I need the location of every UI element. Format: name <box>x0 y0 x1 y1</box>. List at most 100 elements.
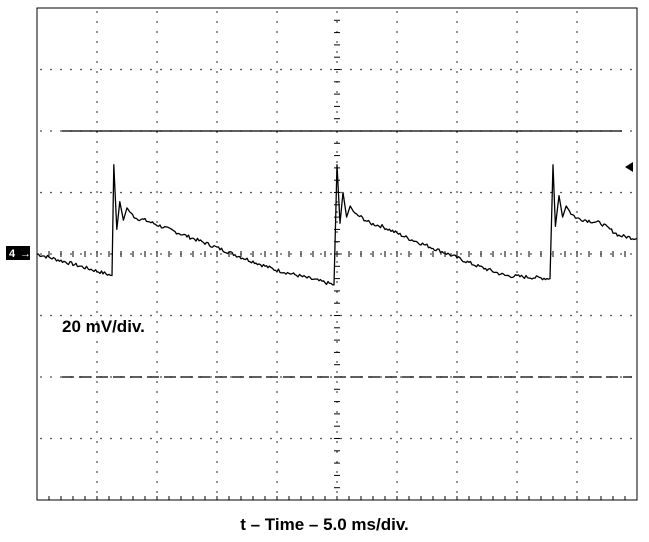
grid-dot-horizontal <box>630 437 632 440</box>
grid-dot-horizontal <box>600 68 602 71</box>
grid-dot-vertical <box>516 321 518 323</box>
grid-dot-vertical <box>576 291 578 293</box>
grid-dot-horizontal <box>40 376 42 378</box>
grid-dot-vertical <box>336 431 338 433</box>
grid-dot-horizontal <box>300 437 302 440</box>
grid-dot-horizontal <box>550 68 552 71</box>
grid-dot-horizontal <box>540 314 542 317</box>
grid-dot-vertical <box>276 261 278 263</box>
grid-dot-horizontal <box>100 314 102 317</box>
grid-dot-vertical <box>156 391 158 393</box>
grid-dot-vertical <box>516 451 518 453</box>
grid-dot-vertical <box>336 361 338 363</box>
grid-dot-horizontal <box>250 68 252 71</box>
grid-dot-vertical <box>336 371 338 373</box>
grid-dot-horizontal <box>350 68 352 71</box>
grid-dot-horizontal <box>40 253 42 255</box>
grid-dot-vertical <box>276 41 278 43</box>
grid-dot-vertical <box>516 151 518 153</box>
grid-dot-horizontal <box>370 437 372 440</box>
grid-dot-vertical <box>516 261 518 263</box>
grid-dot-vertical <box>456 151 458 153</box>
grid-dot-vertical <box>396 31 398 33</box>
grid-dot-horizontal <box>570 314 572 317</box>
grid-dot-vertical <box>456 461 458 463</box>
grid-dot-vertical <box>336 481 338 483</box>
grid-dot-vertical <box>96 411 98 413</box>
grid-dot-vertical <box>336 11 338 13</box>
grid-dot-horizontal <box>600 314 602 317</box>
grid-dot-horizontal <box>560 191 562 194</box>
grid-dot-horizontal <box>110 68 112 71</box>
grid-dot-vertical <box>516 221 518 223</box>
grid-dot-vertical <box>96 221 98 223</box>
grid-dot-vertical <box>396 61 398 63</box>
grid-dot-horizontal <box>90 68 92 71</box>
grid-dot-horizontal <box>170 191 172 194</box>
grid-dot-horizontal <box>440 253 442 255</box>
grid-dot-horizontal <box>160 437 162 440</box>
grid-dot-horizontal <box>220 437 222 440</box>
grid-dot-horizontal <box>390 437 392 440</box>
grid-dot-horizontal <box>70 191 72 194</box>
grid-dot-vertical <box>576 201 578 203</box>
grid-dot-horizontal <box>270 314 272 317</box>
grid-dot-vertical <box>156 351 158 353</box>
grid-dot-horizontal <box>460 253 462 255</box>
grid-dot-vertical <box>336 421 338 423</box>
grid-dot-vertical <box>276 151 278 153</box>
grid-dot-vertical <box>96 151 98 153</box>
grid-dot-horizontal <box>140 191 142 194</box>
grid-dot-vertical <box>96 231 98 233</box>
grid-dot-vertical <box>96 131 98 133</box>
grid-dot-vertical <box>276 341 278 343</box>
grid-dot-horizontal <box>220 253 222 255</box>
grid-dot-vertical <box>336 301 338 303</box>
grid-dot-vertical <box>576 211 578 213</box>
grid-dot-horizontal <box>110 376 112 378</box>
grid-dot-vertical <box>396 471 398 473</box>
grid-dot-horizontal <box>40 68 42 71</box>
grid-dot-horizontal <box>290 253 292 255</box>
grid-dot-horizontal <box>490 253 492 255</box>
grid-dot-vertical <box>216 481 218 483</box>
grid-dot-vertical <box>576 141 578 143</box>
grid-dot-horizontal <box>350 191 352 194</box>
grid-dot-horizontal <box>50 191 52 194</box>
grid-dot-vertical <box>156 491 158 493</box>
grid-dot-vertical <box>96 81 98 83</box>
grid-dot-horizontal <box>70 253 72 255</box>
grid-dot-horizontal <box>280 191 282 194</box>
grid-dot-horizontal <box>620 437 622 440</box>
grid-dot-horizontal <box>300 191 302 194</box>
grid-dot-horizontal <box>320 314 322 317</box>
grid-dot-horizontal <box>400 437 402 440</box>
grid-dot-vertical <box>336 461 338 463</box>
grid-dot-horizontal <box>460 314 462 317</box>
grid-dot-horizontal <box>430 437 432 440</box>
grid-dot-vertical <box>156 101 158 103</box>
grid-dot-vertical <box>516 211 518 213</box>
grid-dot-vertical <box>336 411 338 413</box>
grid-dot-vertical <box>96 261 98 263</box>
grid-dot-horizontal <box>200 437 202 440</box>
x-axis-label: t – Time – 5.0 ms/div. <box>240 515 409 534</box>
grid-dot-horizontal <box>270 253 272 255</box>
grid-dot-horizontal <box>110 314 112 317</box>
grid-dot-vertical <box>96 201 98 203</box>
grid-dot-horizontal <box>250 253 252 255</box>
grid-dot-vertical <box>396 191 398 193</box>
grid-dot-vertical <box>516 331 518 333</box>
grid-dot-vertical <box>276 111 278 113</box>
grid-dot-vertical <box>216 431 218 433</box>
grid-dot-vertical <box>156 31 158 33</box>
grid-dot-vertical <box>396 431 398 433</box>
grid-dot-horizontal <box>460 191 462 194</box>
grid-dot-vertical <box>456 281 458 283</box>
grid-dot-vertical <box>396 271 398 273</box>
grid-dot-vertical <box>96 71 98 73</box>
grid-dot-vertical <box>156 81 158 83</box>
grid-dot-vertical <box>216 41 218 43</box>
grid-dot-horizontal <box>500 376 502 378</box>
grid-dot-vertical <box>336 111 338 113</box>
